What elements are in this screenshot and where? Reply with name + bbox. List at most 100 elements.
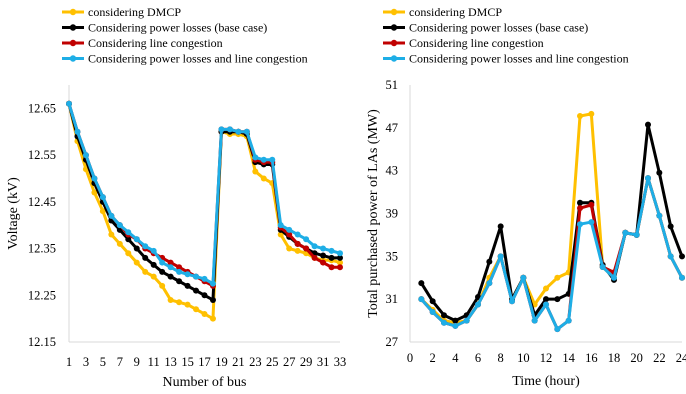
data-point (543, 301, 549, 308)
data-point (418, 296, 425, 303)
data-point (193, 287, 200, 294)
data-point (201, 310, 208, 317)
x-tick-label: 18 (608, 351, 621, 365)
data-point (486, 280, 493, 287)
data-point (108, 231, 115, 238)
x-tick-label: 16 (585, 351, 598, 365)
data-point (209, 280, 216, 287)
data-point (565, 317, 572, 324)
x-tick-label: 1 (66, 355, 72, 369)
data-point (286, 231, 293, 238)
data-point (337, 250, 343, 257)
data-point (337, 259, 343, 266)
data-point (133, 259, 140, 266)
legend-entry: Considering line congestion (62, 36, 223, 50)
data-point (286, 226, 293, 233)
series-1 (66, 100, 343, 303)
legend-entry: considering DMCP (62, 5, 181, 19)
data-point (260, 156, 267, 163)
data-point (486, 258, 493, 265)
x-tick-label: 29 (300, 355, 313, 369)
series-3 (418, 175, 685, 333)
data-point (531, 317, 538, 324)
legend-entry: considering DMCP (383, 5, 502, 19)
data-point (441, 319, 447, 326)
data-point (167, 259, 174, 266)
x-tick-label: 20 (630, 351, 643, 365)
y-tick-label: 27 (386, 335, 399, 349)
data-point (209, 315, 216, 322)
series-line (67, 103, 341, 286)
data-point (328, 254, 335, 261)
series-3 (66, 100, 343, 287)
series-line (67, 103, 340, 288)
x-tick-label: 22 (653, 351, 666, 365)
x-tick-label: 4 (452, 351, 459, 365)
data-point (133, 236, 140, 243)
x-tick-label: 23 (249, 355, 262, 369)
series-line (420, 123, 684, 323)
data-point (645, 175, 651, 182)
data-point (133, 245, 140, 252)
data-point (679, 274, 685, 281)
legend-marker (69, 55, 77, 62)
x-tick-label: 33 (334, 355, 347, 369)
data-point (142, 254, 149, 261)
legend-label: Considering power losses (base case) (409, 21, 588, 35)
data-point (125, 250, 132, 257)
data-point (116, 240, 123, 247)
data-point (475, 301, 481, 308)
data-point (159, 259, 166, 266)
data-point (577, 205, 583, 212)
y-tick-label: 43 (386, 164, 399, 178)
legend-marker (390, 55, 398, 62)
data-point (176, 264, 183, 271)
data-point (520, 274, 527, 281)
data-point (303, 236, 310, 243)
data-point (452, 317, 459, 324)
data-point (588, 219, 595, 226)
data-point (74, 128, 81, 135)
series-line (420, 112, 684, 325)
legend-entry: Considering power losses (base case) (62, 21, 267, 35)
data-point (159, 282, 166, 289)
data-point (218, 126, 225, 133)
x-axis-label: Time (hour) (512, 374, 580, 389)
data-point (209, 296, 216, 303)
y-tick-label: 39 (386, 207, 399, 221)
y-axis-label: Voltage (kV) (6, 177, 21, 250)
data-point (577, 113, 583, 120)
y-tick-label: 12.15 (28, 335, 56, 349)
data-point (679, 253, 685, 260)
data-point (554, 274, 561, 281)
data-point (497, 253, 504, 260)
x-tick-label: 24 (676, 351, 686, 365)
x-tick-label: 11 (148, 355, 160, 369)
x-tick-label: 3 (83, 355, 89, 369)
data-point (656, 212, 663, 219)
data-point (167, 273, 174, 280)
data-point (176, 278, 183, 285)
data-point (82, 152, 89, 159)
x-tick-label: 2 (430, 351, 436, 365)
legend-label: considering DMCP (409, 5, 502, 19)
data-point (125, 236, 132, 243)
legend-entry: Considering line congestion (383, 36, 544, 50)
data-point (554, 296, 561, 303)
series-1 (418, 121, 685, 324)
data-point (201, 292, 208, 299)
y-tick-label: 47 (386, 121, 399, 135)
data-point (667, 253, 674, 260)
data-point (328, 247, 335, 254)
data-point (667, 223, 674, 230)
x-tick-label: 14 (562, 351, 575, 365)
x-tick-label: 17 (198, 355, 211, 369)
legend-marker (69, 8, 77, 16)
data-point (176, 299, 183, 306)
data-point (260, 175, 267, 182)
data-point (277, 222, 284, 229)
data-point (294, 231, 301, 238)
